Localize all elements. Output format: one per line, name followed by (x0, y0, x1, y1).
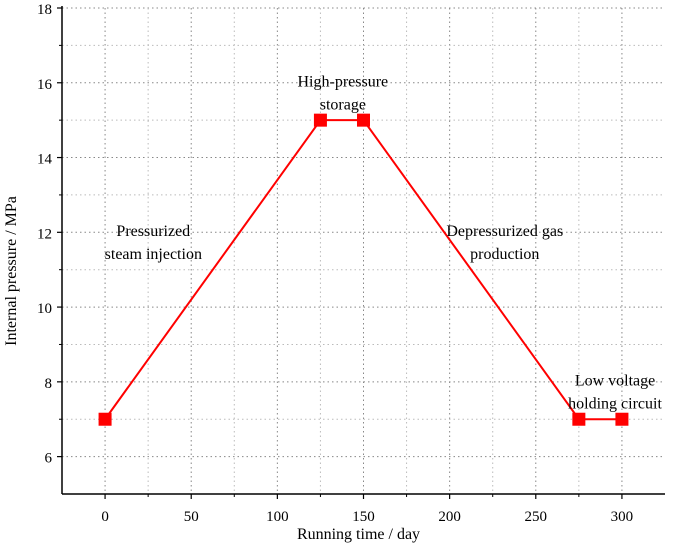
y-tick-label: 18 (37, 2, 52, 18)
annotation-line: steam injection (105, 246, 202, 263)
x-tick-label: 300 (611, 509, 634, 525)
axes: 0 50 100 150 200 250 300 6 8 10 12 14 16 18 (37, 2, 665, 525)
x-axis-title: Running time / day (297, 526, 420, 543)
annotation-line: High-pressure (298, 74, 389, 91)
y-axis-title: Internal pressure / MPa (3, 196, 20, 346)
annotation-line: Depressurized gas (446, 223, 563, 240)
x-tick-label: 50 (184, 509, 199, 525)
y-tick-label: 6 (45, 451, 53, 467)
x-tick-label: 200 (438, 509, 461, 525)
annotation: Pressurized steam injection (105, 223, 202, 263)
y-tick-label: 14 (37, 152, 53, 168)
annotation-line: production (470, 246, 539, 263)
annotation-layer: Pressurized steam injection High-pressure s… (105, 74, 663, 413)
x-tick-label: 150 (352, 509, 375, 525)
annotation-line: storage (320, 97, 366, 114)
annotation-line: holding circuit (568, 396, 662, 413)
y-tick-label: 8 (45, 376, 53, 392)
data-point (98, 412, 112, 426)
x-tick-label: 0 (101, 509, 109, 525)
annotation: High-pressure storage (298, 74, 389, 114)
data-point (615, 412, 629, 426)
data-point (313, 113, 327, 127)
y-tick-label: 10 (37, 301, 52, 317)
annotation-line: Pressurized (116, 223, 190, 240)
data-point (357, 113, 370, 127)
data-point (572, 412, 586, 426)
y-tick-label: 16 (37, 77, 53, 93)
annotation-line: Low voltage (575, 373, 655, 390)
x-tick-label: 250 (525, 509, 548, 525)
y-tick-label: 12 (37, 226, 52, 242)
annotation: Depressurized gas production (446, 223, 563, 263)
x-tick-label: 100 (266, 509, 289, 525)
series-layer (98, 113, 629, 426)
annotation: Low voltage holding circuit (568, 373, 662, 413)
